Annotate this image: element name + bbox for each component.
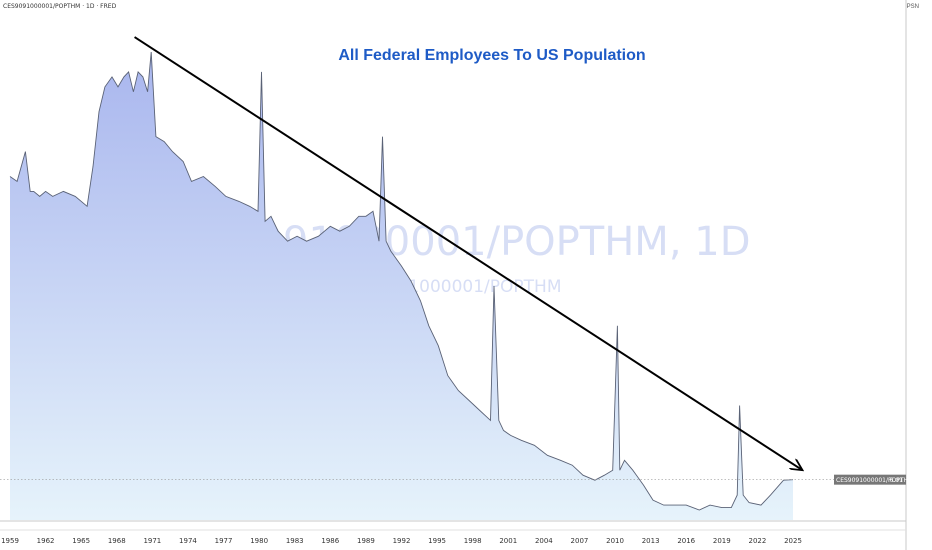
x-tick-label: 1992	[393, 537, 411, 545]
x-tick-label: 1980	[250, 537, 268, 545]
x-tick-label: 2007	[571, 537, 589, 545]
x-axis-ticks: 1959 1962 1965 1968 1971 1974 1977 1980 1983 1986…	[1, 537, 802, 545]
x-tick-label: 1977	[215, 537, 233, 545]
x-tick-label: 1995	[428, 537, 446, 545]
price-tag[interactable]: CES9091000001/POPTHM 6.01	[834, 474, 913, 485]
series-area-fill	[10, 52, 793, 520]
x-tick-label: 1998	[464, 537, 482, 545]
price-tag-box	[834, 474, 906, 485]
symbol-header: CES9091000001/POPTHM · 1D · FRED	[3, 3, 117, 10]
x-tick-label: 1962	[37, 537, 55, 545]
x-tick-label: 1983	[286, 537, 304, 545]
price-scale-label: PSN	[906, 4, 919, 10]
x-tick-label: 2022	[748, 537, 766, 545]
x-tick-label: 1971	[143, 537, 161, 545]
x-tick-label: 1986	[321, 537, 339, 545]
x-tick-label: 1968	[108, 537, 126, 545]
series-line	[9, 51, 794, 511]
x-tick-label: 2025	[784, 537, 802, 545]
x-tick-label: 2004	[535, 537, 553, 545]
x-tick-label: 2016	[677, 537, 695, 545]
x-tick-label: 1974	[179, 537, 197, 545]
chart-title: All Federal Employees To US Population	[338, 47, 645, 64]
x-tick-label: 2010	[606, 537, 624, 545]
price-tag-label: CES9091000001/POPTHM	[836, 477, 913, 484]
x-tick-label: 2013	[642, 537, 660, 545]
x-tick-label: 1959	[1, 537, 19, 545]
trend-arrow[interactable]	[134, 36, 803, 470]
x-tick-label: 1989	[357, 537, 375, 545]
x-tick-label: 2001	[499, 537, 517, 545]
x-tick-label: 2019	[713, 537, 731, 545]
price-tag-value: 6.01	[890, 477, 904, 484]
plot-area	[0, 36, 906, 520]
x-tick-label: 1965	[72, 537, 90, 545]
